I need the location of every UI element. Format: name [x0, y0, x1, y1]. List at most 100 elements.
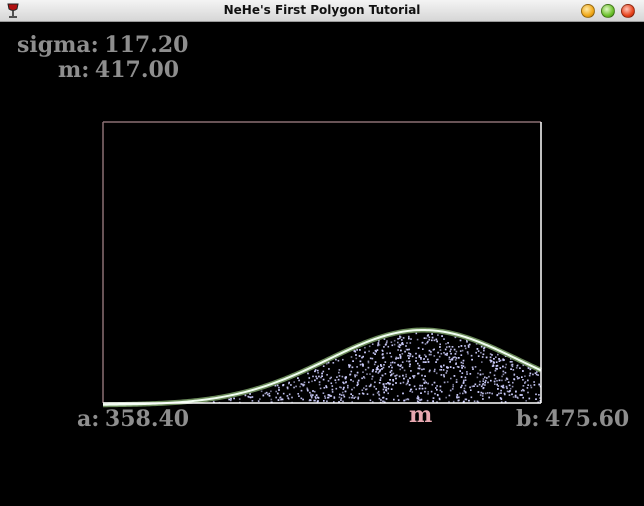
sample-point	[342, 400, 344, 403]
sample-point	[484, 384, 486, 386]
sample-point	[424, 390, 426, 393]
sample-point	[514, 396, 517, 398]
sample-point	[515, 367, 518, 369]
sample-point	[311, 380, 313, 383]
sample-point	[467, 346, 470, 348]
sample-point	[370, 383, 372, 386]
sample-point	[467, 344, 470, 347]
sample-point	[393, 343, 396, 346]
sample-point	[399, 365, 402, 367]
sample-point	[493, 380, 496, 383]
sample-point	[380, 364, 382, 366]
sample-point	[454, 356, 456, 358]
sample-point	[385, 390, 388, 392]
sample-point	[510, 368, 512, 370]
sample-point	[519, 394, 522, 396]
sample-point	[286, 395, 289, 397]
sample-point	[314, 369, 317, 371]
sample-point	[432, 397, 435, 399]
sample-point	[406, 360, 408, 362]
sample-point	[380, 399, 382, 401]
sample-point	[383, 346, 385, 348]
sample-point	[524, 381, 527, 383]
sample-point	[335, 381, 337, 384]
sample-point	[460, 345, 463, 347]
sample-point	[492, 361, 495, 363]
sample-point	[502, 384, 505, 387]
sample-point	[506, 378, 509, 380]
sample-point	[455, 362, 457, 364]
sample-point	[398, 346, 401, 348]
sample-point	[418, 356, 421, 358]
mean-readout: m: 417.00	[58, 59, 179, 81]
sample-point	[424, 375, 426, 377]
sample-point	[353, 386, 355, 389]
sample-point	[320, 376, 322, 379]
maximize-button[interactable]	[601, 4, 615, 18]
sample-point	[356, 349, 358, 351]
sample-point	[342, 381, 344, 384]
sample-point	[498, 360, 501, 362]
sample-point	[481, 356, 484, 358]
title-bar[interactable]: NeHe's First Polygon Tutorial	[0, 0, 644, 22]
sample-point	[435, 372, 438, 375]
sample-point	[470, 396, 473, 399]
sample-point	[436, 389, 438, 391]
sample-point	[393, 339, 396, 342]
mean-value: 417.00	[94, 57, 180, 83]
sample-point	[466, 351, 469, 353]
sample-point	[460, 364, 463, 367]
gl-viewport[interactable]: sigma: 117.20 m: 417.00 a: 358.40 b: 475.60 …	[0, 22, 644, 506]
sample-point	[466, 341, 468, 343]
minimize-button[interactable]	[581, 4, 595, 18]
sample-point	[466, 373, 468, 375]
sample-point	[402, 343, 404, 346]
sample-point	[303, 381, 306, 384]
close-button[interactable]	[621, 4, 635, 18]
sample-point	[342, 394, 345, 396]
sample-point	[312, 394, 314, 396]
sample-point	[489, 392, 491, 394]
sample-point	[439, 346, 441, 348]
sample-point	[535, 373, 538, 376]
sample-point	[427, 391, 429, 393]
sample-point	[468, 343, 471, 346]
sample-point	[371, 343, 374, 345]
sample-point	[456, 395, 458, 398]
sample-point	[323, 400, 325, 402]
sample-point	[411, 355, 414, 358]
sample-point	[377, 390, 380, 393]
sample-point	[270, 398, 273, 401]
wine-glass-icon[interactable]	[4, 2, 22, 20]
sample-point	[251, 400, 254, 402]
sample-point	[371, 378, 373, 380]
b-label: b:	[516, 406, 540, 432]
sample-point	[295, 385, 297, 388]
sigma-value: 117.20	[104, 32, 189, 58]
sample-point	[330, 395, 333, 397]
sample-point	[397, 341, 399, 344]
sample-point	[415, 360, 417, 362]
sample-point	[362, 371, 364, 373]
sample-point	[408, 348, 410, 351]
sample-point	[421, 368, 423, 371]
sample-point	[443, 381, 446, 384]
sample-point	[390, 374, 392, 377]
sample-point	[387, 392, 389, 395]
sample-point	[479, 380, 481, 383]
sample-point	[385, 383, 387, 385]
sample-point	[401, 339, 403, 341]
sample-point	[413, 376, 415, 379]
sample-point	[428, 339, 431, 341]
sample-point	[368, 345, 371, 348]
sample-point	[390, 341, 393, 343]
sample-point	[359, 360, 362, 363]
sample-point	[459, 392, 461, 395]
sample-point	[443, 352, 445, 354]
sample-point	[409, 355, 411, 357]
sample-point	[345, 381, 347, 383]
sample-point	[314, 379, 316, 382]
sample-point	[362, 393, 365, 395]
sample-point	[517, 377, 519, 380]
sample-point	[337, 359, 340, 362]
